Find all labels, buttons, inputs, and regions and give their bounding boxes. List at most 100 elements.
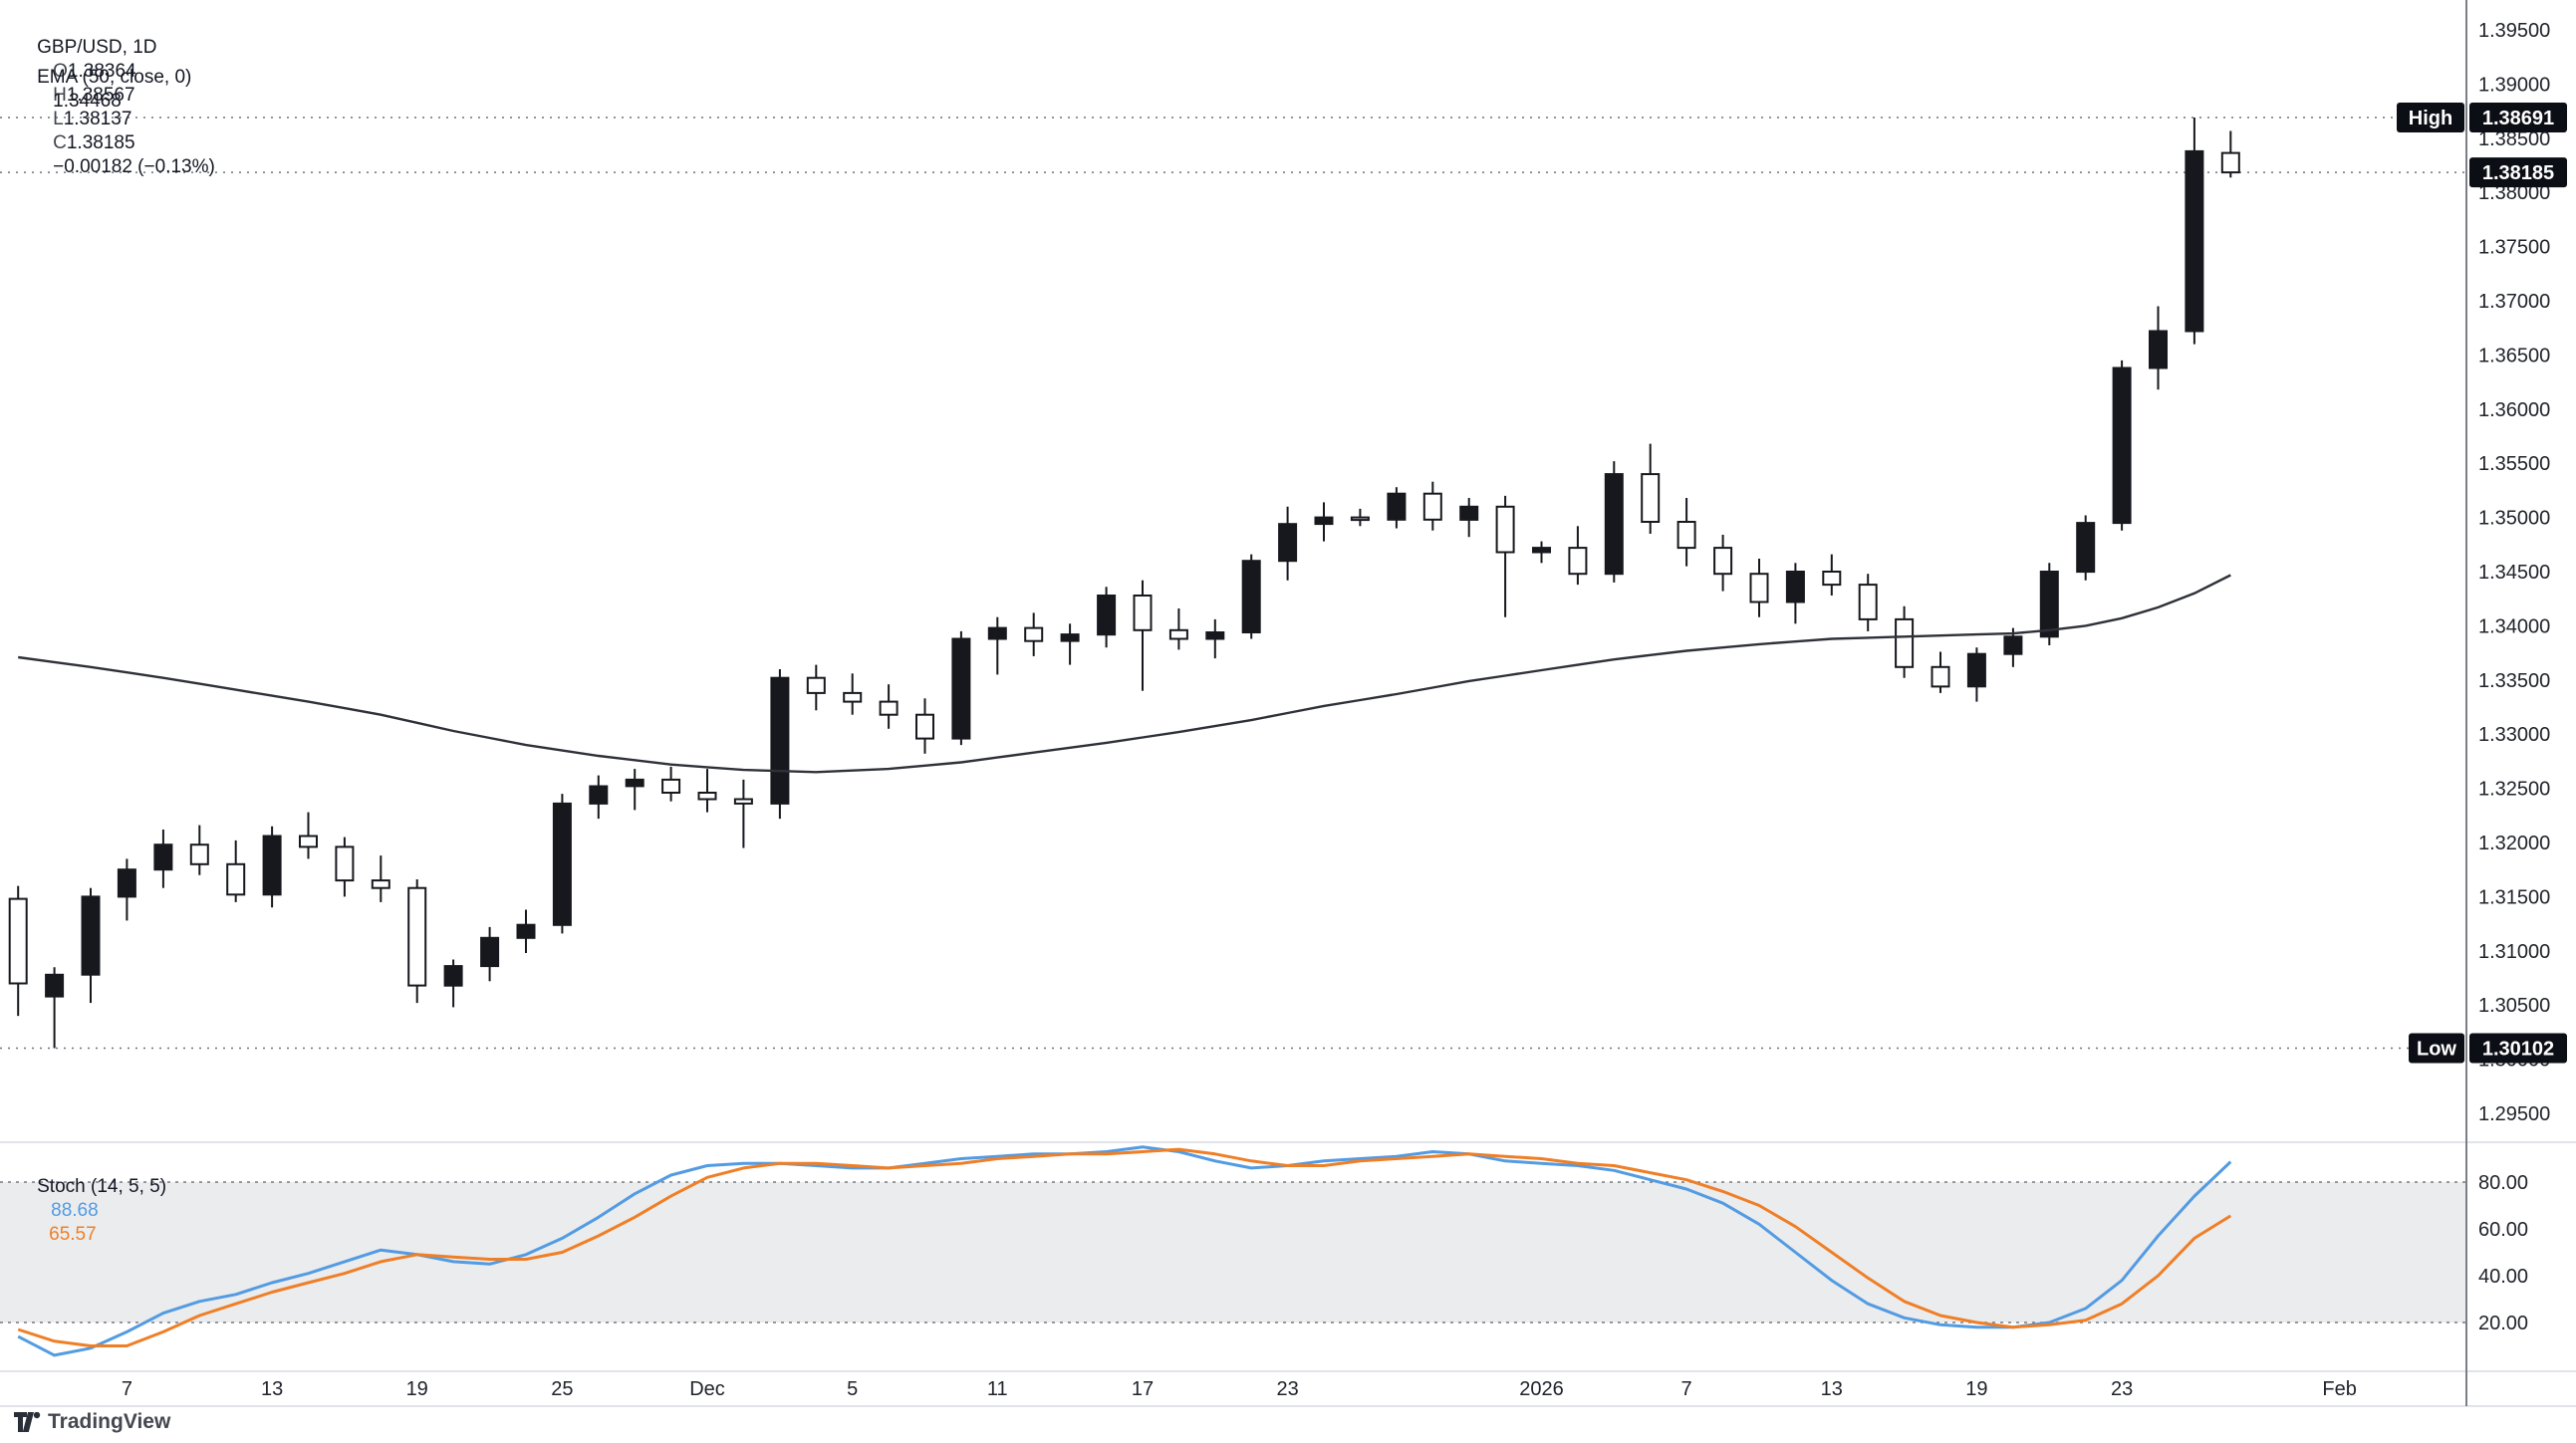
candle [1278, 523, 1298, 563]
svg-text:25: 25 [551, 1378, 573, 1400]
svg-text:60.00: 60.00 [2478, 1219, 2528, 1241]
candle [987, 626, 1007, 640]
stoch-legend[interactable]: Stoch (14, 5, 5) 88.68 65.57 [16, 1151, 166, 1271]
symbol-legend[interactable]: GBP/USD, 1D O1.38364 H1.38567 L1.38137 C… [16, 12, 215, 203]
svg-text:1.32500: 1.32500 [2478, 779, 2550, 801]
close-value: 1.38185 [66, 132, 135, 153]
svg-text:1.37000: 1.37000 [2478, 291, 2550, 313]
candle [915, 713, 934, 740]
candle [299, 835, 318, 848]
candle [1676, 521, 1696, 550]
svg-text:1.30500: 1.30500 [2478, 995, 2550, 1017]
high-value: 1.38567 [66, 85, 135, 106]
candle [879, 700, 899, 716]
svg-text:1.31000: 1.31000 [2478, 941, 2550, 963]
change-value: −0.00182 (−0.13%) [53, 156, 215, 177]
pane-separators [0, 0, 2576, 1407]
candle [1459, 505, 1479, 521]
svg-text:Dec: Dec [689, 1378, 725, 1400]
svg-text:Feb: Feb [2322, 1378, 2356, 1400]
ohlc-open: O1.38364 [53, 61, 135, 82]
time-axis[interactable]: 7 13 19 25 Dec 5 11 17 23 2026 7 13 19 23 Feb [122, 1378, 2357, 1400]
svg-text:High: High [2409, 108, 2452, 129]
candle [2076, 522, 2096, 574]
candle [1532, 547, 1551, 554]
stoch-d-line [17, 1147, 2232, 1347]
candle [661, 778, 681, 795]
svg-text:7: 7 [122, 1378, 132, 1400]
candle [697, 792, 717, 801]
price-axis[interactable]: 1.39500 1.39000 1.38500 1.38000 1.37500 1.370… [2478, 20, 2550, 1334]
svg-text:19: 19 [1965, 1378, 1987, 1400]
candle [552, 802, 572, 926]
svg-text:7: 7 [1681, 1378, 1692, 1400]
svg-text:20.00: 20.00 [2478, 1313, 2528, 1334]
candle [1097, 595, 1117, 636]
low-marker: Low 1.30102 [2409, 1033, 2567, 1064]
svg-text:1.37500: 1.37500 [2478, 237, 2550, 259]
stoch-k-line [17, 1145, 2232, 1357]
ema-legend[interactable]: EMA (50, close, 0) 1.34468 [16, 42, 191, 137]
candle [153, 843, 173, 871]
candle [1858, 584, 1878, 620]
candles-layer [8, 118, 2240, 1049]
svg-text:1.35000: 1.35000 [2478, 508, 2550, 530]
ohlc-low: L1.38137 [53, 109, 131, 129]
svg-text:1.33000: 1.33000 [2478, 724, 2550, 746]
candle [1168, 628, 1188, 640]
svg-text:1.32000: 1.32000 [2478, 833, 2550, 854]
ohlc-close: C1.38185 [53, 132, 134, 153]
svg-text:13: 13 [261, 1378, 283, 1400]
svg-text:2026: 2026 [1519, 1378, 1564, 1400]
svg-text:23: 23 [1276, 1378, 1298, 1400]
price-marker-lines [0, 117, 2466, 1050]
last-price-label: 1.38185 [2469, 157, 2567, 188]
low-label: L [53, 109, 64, 129]
candle [1785, 571, 1805, 603]
close-label: C [53, 132, 67, 153]
svg-text:1.38185: 1.38185 [2482, 162, 2554, 184]
candle [1822, 571, 1842, 587]
candle [806, 676, 826, 694]
candle [1895, 617, 1915, 668]
stoch-band [0, 1181, 2466, 1323]
candle [625, 778, 644, 788]
candle [1024, 626, 1044, 642]
svg-text:1.38000: 1.38000 [2478, 182, 2550, 204]
svg-text:1.29500: 1.29500 [2478, 1103, 2550, 1125]
candle [2003, 635, 2023, 655]
candle [2149, 330, 2168, 369]
candle [1422, 492, 1442, 521]
candle [226, 862, 246, 896]
candle [1568, 547, 1588, 576]
svg-text:1.30102: 1.30102 [2482, 1039, 2554, 1061]
candle [1713, 547, 1733, 576]
candle [1966, 652, 1986, 688]
symbol-title[interactable]: GBP/USD, 1D [37, 37, 157, 58]
candle [951, 637, 971, 740]
svg-text:80.00: 80.00 [2478, 1172, 2528, 1194]
candle [1133, 595, 1153, 631]
candle [8, 897, 28, 985]
stoch-d-value: 65.57 [49, 1224, 97, 1245]
candle [1641, 473, 1661, 524]
candle [2185, 149, 2204, 333]
svg-text:23: 23 [2111, 1378, 2133, 1400]
svg-text:1.38500: 1.38500 [2478, 128, 2550, 150]
candle [2220, 151, 2240, 174]
tradingview-label: TradingView [48, 1410, 171, 1433]
svg-text:1.35500: 1.35500 [2478, 453, 2550, 475]
candle [843, 691, 863, 703]
stoch-k-value: 88.68 [51, 1200, 99, 1221]
candle [443, 965, 463, 987]
candle [1350, 516, 1370, 522]
tradingview-attribution[interactable]: TradingView [14, 1410, 170, 1434]
svg-text:1.31500: 1.31500 [2478, 886, 2550, 908]
svg-text:1.39500: 1.39500 [2478, 20, 2550, 42]
svg-text:Low: Low [2417, 1039, 2456, 1061]
candle [1931, 665, 1950, 688]
candle [1314, 516, 1334, 526]
candle [1205, 631, 1225, 640]
